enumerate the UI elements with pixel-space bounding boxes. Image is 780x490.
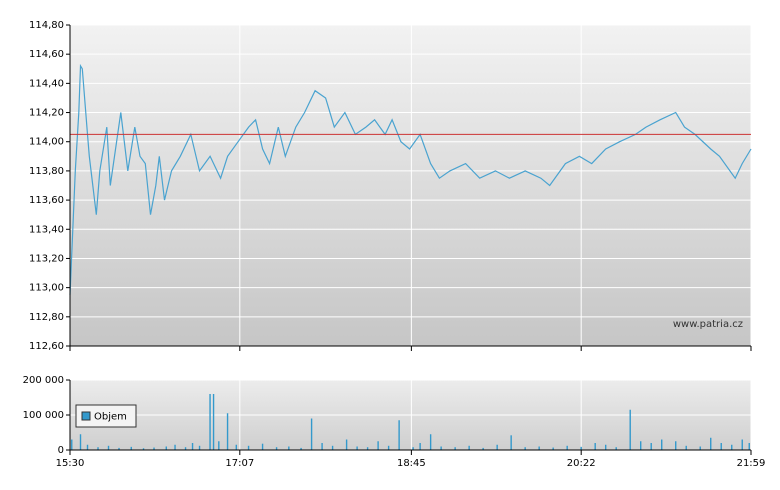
volume-bar: [153, 447, 155, 450]
volume-bar: [79, 434, 82, 450]
volume-bar: [640, 441, 642, 450]
volume-bar: [198, 445, 201, 450]
volume-bar: [97, 447, 99, 450]
x-tick-label: 18:45: [397, 458, 426, 469]
y-tick-label: 112,80: [29, 312, 64, 323]
y-tick-label: 100 000: [23, 410, 64, 421]
volume-bar: [387, 445, 390, 450]
volume-bar: [538, 446, 540, 450]
volume-bar: [321, 443, 323, 450]
watermark: www.patria.cz: [673, 319, 743, 330]
volume-bar: [310, 418, 313, 450]
y-tick-label: 114,00: [29, 137, 64, 148]
volume-bar: [468, 445, 470, 450]
volume-bar: [184, 447, 187, 450]
volume-bar: [710, 437, 712, 450]
volume-bar: [218, 441, 220, 450]
legend-box: [75, 404, 137, 428]
volume-bar: [288, 446, 290, 450]
y-tick-label: 114,60: [29, 49, 64, 60]
volume-bar: [510, 435, 512, 450]
volume-bar: [377, 441, 379, 450]
volume-bar: [731, 444, 733, 450]
volume-bar: [482, 447, 484, 450]
volume-bar: [675, 441, 677, 450]
y-tick-label: 113,60: [29, 195, 64, 206]
volume-bar: [174, 444, 176, 450]
volume-bar: [261, 443, 264, 450]
y-tick-label: 113,20: [29, 253, 64, 264]
volume-bar: [566, 445, 568, 450]
volume-bar: [552, 447, 554, 450]
volume-bar: [429, 434, 432, 450]
volume-bar: [661, 439, 663, 450]
volume-bar: [235, 444, 238, 450]
volume-bar: [440, 446, 442, 450]
y-tick-label: 0: [58, 445, 64, 456]
volume-bar: [720, 443, 722, 450]
volume-bar: [496, 444, 498, 450]
y-tick-label: 200 000: [23, 375, 64, 386]
x-tick-label: 17:07: [225, 458, 254, 469]
price-panel: [70, 25, 751, 346]
y-tick-label: 113,80: [29, 166, 64, 177]
volume-bar: [275, 447, 278, 450]
y-tick-label: 114,20: [29, 108, 64, 119]
volume-bar: [71, 439, 73, 450]
volume-bar: [741, 439, 743, 450]
volume-bar: [209, 394, 211, 450]
volume-bar: [247, 445, 250, 450]
volume-bar: [419, 443, 421, 450]
x-tick-label: 15:30: [56, 458, 85, 469]
volume-bar: [191, 443, 194, 450]
y-tick-label: 114,80: [29, 20, 64, 31]
volume-bar: [629, 409, 631, 450]
volume-bar: [356, 446, 358, 450]
volume-bar: [165, 446, 167, 450]
volume-bar: [454, 447, 456, 450]
x-tick-label: 20:22: [567, 458, 596, 469]
volume-bar: [142, 448, 145, 450]
y-tick-label: 114,40: [29, 78, 64, 89]
volume-bar: [107, 445, 110, 450]
volume-bar: [594, 443, 596, 450]
volume-bar: [118, 447, 120, 450]
y-tick-label: 113,00: [29, 283, 64, 294]
volume-bar: [580, 446, 582, 450]
volume-bar: [615, 447, 617, 450]
volume-bar: [524, 447, 526, 450]
volume-bar: [300, 447, 302, 450]
volume-bar: [345, 439, 348, 450]
legend-swatch: [81, 411, 91, 421]
volume-bar: [412, 447, 414, 450]
y-tick-label: 112,60: [29, 341, 64, 352]
price-line: [69, 63, 752, 295]
y-tick-label: 113,40: [29, 224, 64, 235]
volume-bar: [604, 444, 607, 450]
volume-bar: [366, 447, 369, 450]
legend-label: Objem: [94, 412, 127, 423]
volume-bar: [130, 446, 132, 450]
volume-bar: [748, 443, 750, 450]
volume-bar: [685, 445, 687, 450]
x-tick-label: 21:59: [737, 458, 766, 469]
volume-bar: [398, 420, 400, 450]
volume-bar: [226, 413, 229, 450]
volume-bar: [331, 445, 334, 450]
volume-bar: [699, 446, 701, 450]
volume-bar: [212, 394, 215, 450]
volume-bar: [86, 444, 89, 450]
volume-bar: [650, 443, 652, 450]
